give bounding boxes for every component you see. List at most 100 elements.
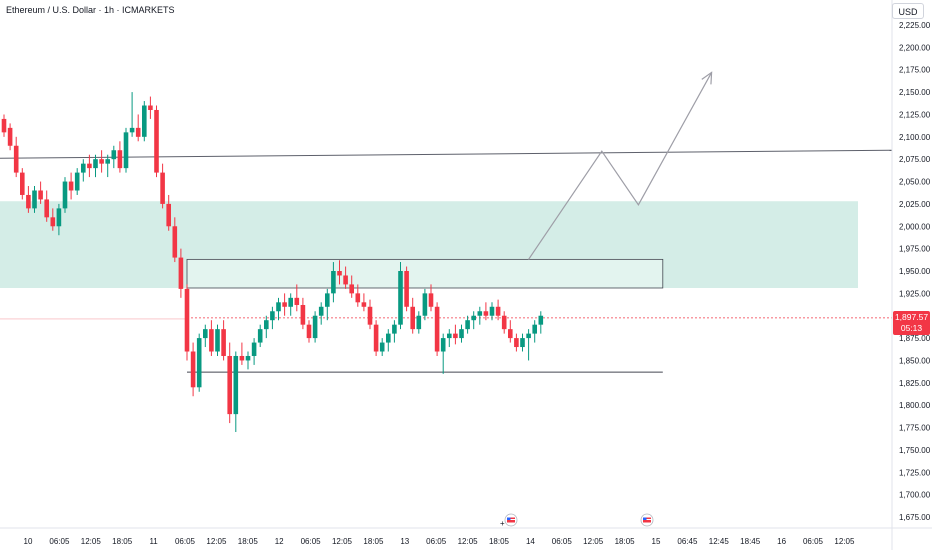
candle[interactable] bbox=[166, 194, 171, 231]
candle[interactable] bbox=[453, 324, 458, 345]
candle[interactable] bbox=[26, 186, 31, 213]
candle[interactable] bbox=[264, 315, 269, 339]
candle[interactable] bbox=[312, 311, 318, 343]
candle[interactable] bbox=[520, 333, 525, 352]
candle[interactable] bbox=[172, 217, 178, 263]
candle[interactable] bbox=[526, 329, 531, 361]
projection-path[interactable] bbox=[528, 72, 713, 260]
candle[interactable] bbox=[196, 333, 202, 392]
candle[interactable] bbox=[434, 302, 440, 356]
candle[interactable] bbox=[56, 203, 62, 236]
candle[interactable] bbox=[1, 114, 7, 137]
candle[interactable] bbox=[38, 181, 43, 204]
candle[interactable] bbox=[160, 163, 165, 209]
candle[interactable] bbox=[209, 320, 214, 356]
candle[interactable] bbox=[532, 320, 537, 343]
candle[interactable] bbox=[148, 96, 153, 119]
candle[interactable] bbox=[361, 293, 367, 312]
flag-icon[interactable] bbox=[640, 513, 654, 527]
candle[interactable] bbox=[337, 260, 342, 285]
candle[interactable] bbox=[74, 168, 80, 195]
candle[interactable] bbox=[99, 150, 104, 173]
candle[interactable] bbox=[416, 311, 422, 334]
candle-body bbox=[459, 329, 464, 339]
candle[interactable] bbox=[13, 136, 19, 178]
candle[interactable] bbox=[251, 338, 257, 365]
candle[interactable] bbox=[7, 123, 13, 151]
candle-body bbox=[288, 297, 293, 307]
candle[interactable] bbox=[398, 262, 403, 330]
candle[interactable] bbox=[306, 320, 312, 343]
candle[interactable] bbox=[142, 101, 147, 142]
candle[interactable] bbox=[410, 297, 415, 334]
candle[interactable] bbox=[422, 288, 428, 321]
range-box[interactable] bbox=[186, 258, 664, 289]
candle[interactable] bbox=[386, 329, 391, 352]
candle[interactable] bbox=[428, 284, 434, 312]
candle[interactable] bbox=[44, 190, 49, 222]
candle[interactable] bbox=[483, 302, 489, 321]
candle[interactable] bbox=[184, 284, 190, 361]
candle[interactable] bbox=[190, 342, 196, 397]
candle[interactable] bbox=[343, 266, 348, 289]
candle[interactable] bbox=[215, 324, 220, 356]
candle[interactable] bbox=[355, 284, 361, 307]
candle[interactable] bbox=[50, 208, 56, 231]
candle[interactable] bbox=[62, 177, 68, 213]
candle[interactable] bbox=[135, 114, 141, 142]
candle[interactable] bbox=[270, 306, 275, 330]
candle[interactable] bbox=[68, 172, 74, 200]
candle[interactable] bbox=[129, 92, 135, 137]
candle[interactable] bbox=[123, 127, 129, 173]
candle[interactable] bbox=[440, 333, 446, 374]
candle[interactable] bbox=[233, 351, 239, 433]
candle[interactable] bbox=[154, 105, 159, 178]
candle[interactable] bbox=[178, 248, 184, 298]
candle[interactable] bbox=[20, 168, 25, 200]
candle[interactable] bbox=[489, 302, 495, 321]
candle[interactable] bbox=[294, 284, 300, 312]
candle[interactable] bbox=[239, 342, 245, 365]
candle[interactable] bbox=[465, 315, 470, 334]
trend-line[interactable] bbox=[0, 149, 893, 159]
candle[interactable] bbox=[81, 159, 86, 182]
candle[interactable] bbox=[538, 311, 544, 334]
candle[interactable] bbox=[276, 297, 281, 321]
candle[interactable] bbox=[379, 338, 385, 356]
candle[interactable] bbox=[245, 351, 251, 370]
candle[interactable] bbox=[300, 297, 306, 330]
candle[interactable] bbox=[508, 320, 513, 343]
candle[interactable] bbox=[288, 293, 293, 316]
candle[interactable] bbox=[447, 329, 452, 348]
candle[interactable] bbox=[221, 320, 226, 361]
flag-icon[interactable] bbox=[504, 513, 518, 527]
candle[interactable] bbox=[331, 262, 336, 303]
candle[interactable] bbox=[105, 154, 110, 178]
candle[interactable] bbox=[495, 299, 501, 321]
candle[interactable] bbox=[459, 324, 464, 343]
candle[interactable] bbox=[257, 324, 263, 348]
candle[interactable] bbox=[477, 306, 483, 325]
candle[interactable] bbox=[282, 293, 287, 316]
candle[interactable] bbox=[349, 275, 354, 298]
candle[interactable] bbox=[392, 320, 397, 343]
candle[interactable] bbox=[93, 154, 98, 178]
add-event-icon[interactable]: + bbox=[500, 519, 505, 528]
candle[interactable] bbox=[87, 154, 92, 178]
candle[interactable] bbox=[514, 333, 519, 352]
candle[interactable] bbox=[404, 266, 409, 312]
candle[interactable] bbox=[367, 299, 373, 330]
currency-badge[interactable]: USD bbox=[892, 3, 924, 19]
candle[interactable] bbox=[111, 145, 117, 169]
candle[interactable] bbox=[471, 311, 476, 330]
candle[interactable] bbox=[203, 324, 208, 348]
symbol-title[interactable]: Ethereum / U.S. Dollar · 1h · ICMARKETS bbox=[6, 5, 175, 15]
candle[interactable] bbox=[318, 302, 324, 325]
candle[interactable] bbox=[325, 288, 330, 321]
candle[interactable] bbox=[32, 186, 37, 213]
candle[interactable] bbox=[227, 342, 232, 424]
candle[interactable] bbox=[373, 320, 379, 356]
candle[interactable] bbox=[117, 141, 123, 173]
candle[interactable] bbox=[501, 311, 507, 334]
